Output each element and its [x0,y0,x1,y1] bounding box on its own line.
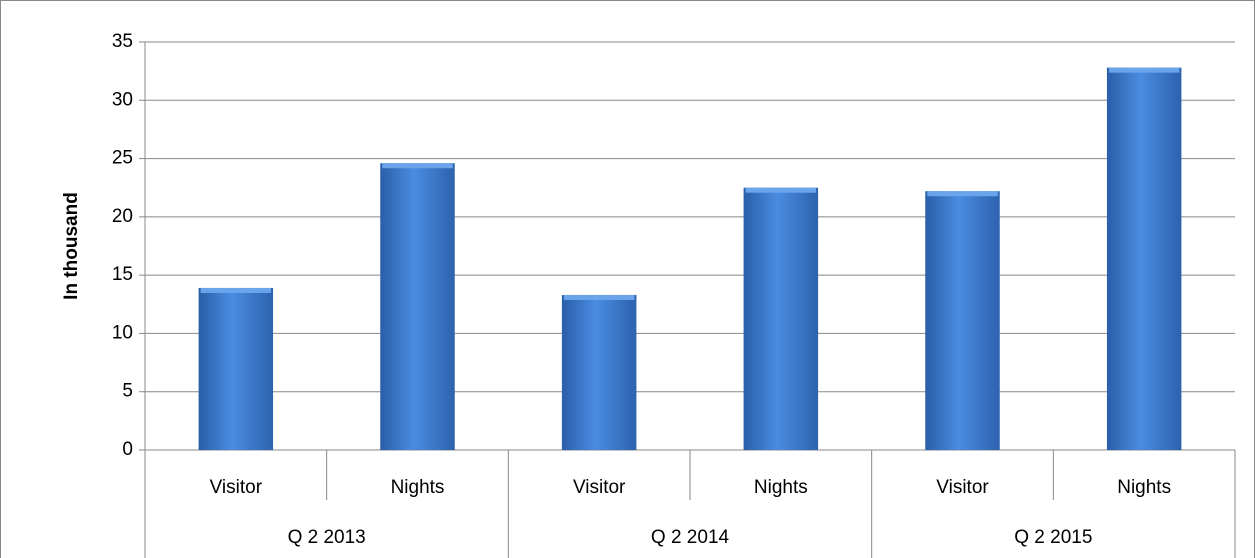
x-tick-label: Nights [754,477,808,498]
group-label: Q 2 2014 [651,527,730,548]
bar-cap [382,163,453,169]
bar-cap [927,191,998,197]
bar-cap [1108,67,1180,73]
x-tick-label: Nights [391,477,445,498]
y-tick-label: 25 [112,148,133,169]
y-tick-label: 15 [112,264,133,285]
bar-cap [745,187,817,193]
bar [561,294,637,450]
x-tick-label: Visitor [573,477,626,498]
bar [380,163,455,450]
y-tick-label: 10 [112,322,133,343]
bar [198,287,274,450]
y-tick-label: 35 [112,31,133,52]
group-label: Q 2 2013 [288,527,366,548]
bar-cap [200,287,272,293]
x-tick-label: Visitor [210,477,263,498]
x-tick-label: Nights [1117,477,1171,498]
y-tick-label: 20 [112,206,133,227]
y-axis-label: In thousand [61,192,82,300]
y-tick-label: 30 [112,89,133,110]
bar [1106,67,1182,450]
bar-cap [563,294,635,300]
y-tick-label: 0 [122,439,133,460]
bar [743,187,819,450]
bar [925,191,1000,450]
y-tick-label: 5 [122,381,133,402]
x-tick-label: Visitor [936,477,989,498]
group-label: Q 2 2015 [1014,527,1092,548]
